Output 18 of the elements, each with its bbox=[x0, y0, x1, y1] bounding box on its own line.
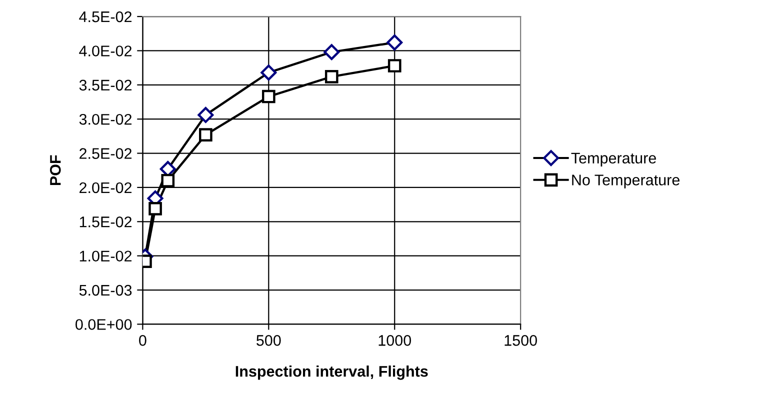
y-tick-label: 5.0E-03 bbox=[79, 284, 132, 296]
y-tick-label: 1.5E-02 bbox=[80, 216, 132, 228]
y-tick-label: 2.0E-02 bbox=[80, 182, 132, 194]
x-tick-label: 1000 bbox=[378, 335, 412, 346]
legend-label: No Temperature bbox=[572, 174, 680, 188]
x-tick-label: 500 bbox=[256, 335, 281, 346]
y-tick-label: 3.0E-02 bbox=[79, 114, 132, 125]
y-tick-label: 0.0E+00 bbox=[76, 319, 132, 330]
x-tick-label: 0 bbox=[139, 335, 146, 346]
y-tick-label: 2.5E-02 bbox=[80, 148, 132, 159]
x-tick-label: 1500 bbox=[504, 335, 537, 346]
y-tick-label: 3.5E-02 bbox=[79, 80, 132, 91]
legend-label: Temperature bbox=[571, 152, 656, 167]
y-tick-label: 1.0E-02 bbox=[80, 250, 132, 262]
y-tick-label: 4.5E-02 bbox=[79, 11, 132, 22]
x-axis-title: Inspection interval, Flights bbox=[236, 366, 428, 380]
y-tick-label: 4.0E-02 bbox=[79, 46, 132, 56]
y-axis-title: POF bbox=[50, 155, 61, 186]
